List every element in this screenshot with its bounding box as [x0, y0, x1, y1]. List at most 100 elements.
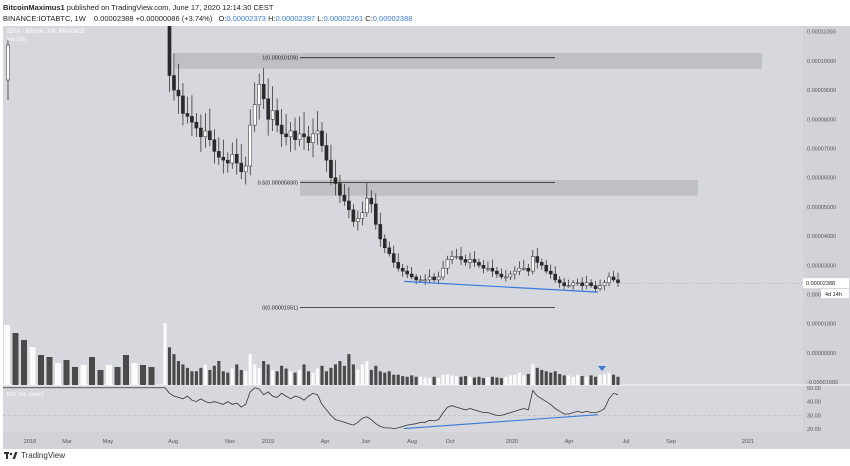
volume-bar — [239, 369, 243, 385]
volume-bar — [567, 375, 571, 385]
candle-body — [270, 110, 275, 120]
y-tick-label: 0.00009000 — [807, 88, 836, 94]
tradingview-logo[interactable]: TradingView — [4, 451, 65, 460]
tradingview-logo-icon — [4, 452, 18, 459]
volume-bar — [526, 374, 530, 385]
candle-body — [535, 256, 540, 263]
volume-bar — [280, 365, 284, 385]
candle-body — [347, 200, 351, 211]
candle-body — [513, 270, 517, 275]
candle-body — [584, 282, 589, 286]
x-tick-label: 2019 — [262, 439, 274, 445]
volume-bar — [365, 360, 369, 385]
y-tick-label: 0.00007000 — [807, 146, 836, 152]
volume-bar — [432, 376, 436, 385]
y-tick-label: 0.00010000 — [807, 59, 836, 65]
x-tick-label: Mar — [62, 439, 72, 445]
resistance-zone — [300, 180, 698, 196]
volume-bar — [576, 374, 580, 385]
volume-bar — [167, 347, 172, 385]
candle-body — [490, 267, 495, 272]
candle-body — [414, 276, 418, 281]
brand-label: TradingView — [21, 451, 66, 460]
y-tick-label: 0.00006000 — [807, 176, 836, 182]
volume-bar — [302, 364, 306, 385]
volume-bar — [468, 376, 472, 385]
volume-bar — [383, 372, 387, 385]
volume-bar — [97, 370, 104, 385]
candle-body — [382, 238, 387, 249]
volume-bar — [114, 367, 121, 385]
candle-body — [297, 133, 302, 140]
volume-bar — [38, 355, 44, 385]
volume-bar — [194, 371, 198, 385]
candle-body — [454, 256, 459, 258]
resistance-zone — [175, 52, 762, 69]
volume-bar — [123, 355, 129, 385]
candle-body — [405, 270, 410, 275]
candle-body — [333, 177, 338, 184]
candle-body — [176, 89, 181, 97]
countdown-tag — [821, 289, 849, 299]
x-tick-label: Aug — [407, 439, 417, 445]
volume-bar — [329, 367, 333, 385]
candle-body — [329, 159, 333, 178]
volume-bar — [226, 372, 230, 385]
candle-body — [544, 265, 549, 272]
x-tick-label: Jul — [622, 439, 629, 445]
candle-body — [387, 247, 392, 254]
candle-body — [203, 130, 208, 138]
countdown-value: 4d 14h — [825, 292, 842, 298]
volume-bar — [199, 367, 203, 385]
volume-bar — [248, 354, 252, 385]
volume-bar — [253, 364, 257, 385]
candle-body — [315, 130, 320, 135]
open-value: 0.00002373 — [226, 14, 266, 23]
low-label: L: — [317, 14, 324, 23]
candle-body — [266, 98, 270, 120]
volume-bar — [607, 372, 611, 385]
volume-bar — [55, 363, 61, 385]
candle-body — [208, 130, 212, 140]
rsi-panel-bg — [3, 385, 803, 432]
volume-bar — [441, 374, 445, 385]
volume-bar — [315, 368, 320, 385]
candle-body — [217, 151, 221, 158]
volume-bar — [140, 365, 146, 385]
last-price: 0.00002388 — [93, 14, 134, 23]
volume-bar — [80, 365, 87, 385]
candle-body — [598, 285, 602, 289]
candle-body — [293, 130, 297, 140]
volume-bar — [602, 374, 607, 385]
y-tick-label: 0.00008000 — [807, 117, 836, 123]
volume-bar — [589, 375, 593, 385]
author-name[interactable]: BitcoinMaximus1 — [3, 3, 65, 12]
volume-bar — [544, 371, 548, 385]
volume-bar — [148, 367, 155, 385]
candle-body — [360, 212, 365, 219]
volume-bar — [342, 365, 346, 385]
x-tick-label: Oct — [446, 439, 455, 445]
fib-level-label: 0(0.00001551) — [262, 306, 298, 312]
volume-bar — [293, 372, 297, 385]
candle-body — [373, 203, 378, 225]
volume-bar — [446, 374, 450, 385]
candle-body — [365, 197, 369, 213]
high-label: H: — [268, 14, 276, 23]
volume-bar — [585, 376, 589, 385]
volume-bar — [392, 374, 396, 385]
candle-body — [571, 282, 575, 286]
volume-bar — [131, 363, 138, 385]
rsi-line — [164, 387, 619, 429]
fib-level-label: 1(0.00010109) — [262, 56, 298, 62]
time-axis-bg — [3, 432, 850, 449]
volume-bar — [338, 360, 342, 385]
y-tick-label: 0.00000000 — [807, 351, 836, 357]
price-change: +0.00000086 (+3.74%) — [135, 14, 213, 23]
volume-bar — [271, 369, 275, 385]
candle-body — [279, 124, 284, 135]
candle-body — [593, 285, 598, 289]
volume-bar — [284, 368, 288, 385]
candle-body — [324, 145, 329, 161]
